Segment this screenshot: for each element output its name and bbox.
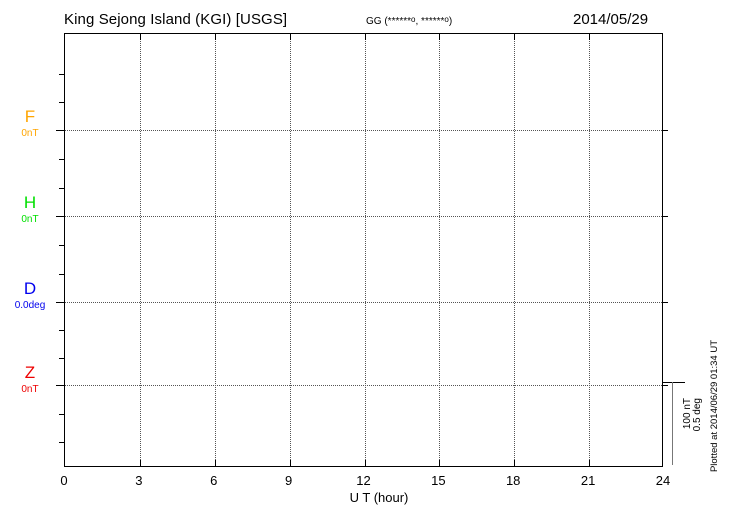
- baseline-gridline-f: [65, 130, 662, 131]
- x-tick-bottom: [439, 460, 441, 466]
- x-tick-bottom: [364, 460, 366, 466]
- geo-prefix: GG (: [366, 16, 388, 27]
- x-tick-bottom: [214, 460, 216, 466]
- component-value-d: 0.0deg: [14, 300, 46, 311]
- grid-layer: [65, 34, 662, 466]
- scale-bar-label-deg: 0.5 deg: [692, 398, 703, 432]
- x-tick-bottom: [139, 460, 141, 466]
- x-axis-label-9: 9: [284, 473, 293, 488]
- geo-suffix: ): [448, 16, 453, 27]
- baseline-gridline-z: [65, 385, 662, 386]
- geo-latitude-degree-symbol: o: [411, 15, 416, 24]
- geo-longitude-degree-symbol: o: [444, 15, 449, 24]
- vertical-gridline-12: [364, 34, 366, 466]
- y-tick-minor: [59, 330, 65, 331]
- component-value-z: 0nT: [21, 384, 39, 395]
- x-tick-bottom: [589, 460, 591, 466]
- geo-separator: ,: [415, 16, 422, 27]
- vertical-gridline-6: [214, 34, 216, 466]
- x-tick-top: [139, 34, 141, 40]
- plotted-at-timestamp: Plotted at 2014/06/29 01:34 UT: [709, 340, 720, 473]
- scale-bar-cap: [663, 382, 685, 383]
- scale-bar: [672, 382, 673, 465]
- vertical-gridline-9: [289, 34, 291, 466]
- x-axis-label-12: 12: [356, 473, 371, 488]
- vertical-gridline-18: [514, 34, 516, 466]
- x-tick-bottom: [289, 460, 291, 466]
- component-label-z: Z 0nT: [2, 364, 58, 395]
- vertical-gridline-3: [139, 34, 141, 466]
- y-tick-right-f: [662, 130, 668, 131]
- geographic-coordinates: GG (******o, ******o): [366, 15, 452, 27]
- x-tick-top: [589, 34, 591, 40]
- component-value-h: 0nT: [21, 214, 39, 225]
- x-axis-label-18: 18: [505, 473, 521, 488]
- y-tick-minor: [59, 274, 65, 275]
- component-letter-d: D: [23, 279, 37, 298]
- page-title: King Sejong Island (KGI) [USGS]: [64, 11, 288, 28]
- x-axis-label-6: 6: [210, 473, 218, 488]
- component-letter-f: F: [24, 107, 36, 126]
- x-axis-label-15: 15: [431, 473, 446, 488]
- y-tick-minor: [59, 159, 65, 160]
- x-tick-top: [439, 34, 441, 40]
- geo-latitude: ******: [387, 16, 412, 27]
- component-label-d: D 0.0deg: [2, 280, 58, 311]
- x-axis-label-0: 0: [60, 473, 68, 488]
- y-tick-minor: [59, 102, 65, 103]
- component-label-h: H 0nT: [2, 194, 58, 225]
- x-tick-top: [289, 34, 291, 40]
- y-tick-minor: [59, 442, 65, 443]
- y-tick-major-z: [56, 385, 65, 386]
- vertical-gridline-15: [439, 34, 441, 466]
- y-tick-minor: [59, 188, 65, 189]
- x-tick-top: [364, 34, 366, 40]
- x-tick-top: [214, 34, 216, 40]
- y-tick-minor: [59, 245, 65, 246]
- baseline-gridline-h: [65, 216, 662, 217]
- baseline-gridline-d: [65, 302, 662, 303]
- y-tick-right-z: [662, 385, 668, 386]
- x-tick-bottom: [514, 460, 516, 466]
- y-tick-major-f: [56, 130, 65, 131]
- plot-area: [56, 33, 668, 467]
- geo-longitude: ******: [421, 16, 445, 27]
- component-letter-z: Z: [24, 363, 36, 382]
- x-axis-label-3: 3: [135, 473, 143, 488]
- x-axis-title: U T (hour): [349, 490, 409, 505]
- component-value-f: 0nT: [21, 128, 39, 139]
- y-tick-major-h: [56, 216, 65, 217]
- x-tick-top: [514, 34, 516, 40]
- y-tick-minor: [59, 414, 65, 415]
- x-axis-label-21: 21: [580, 473, 596, 488]
- y-tick-right-h: [662, 216, 668, 217]
- y-tick-major-d: [56, 302, 65, 303]
- y-tick-right-d: [662, 302, 668, 303]
- y-tick-minor: [59, 74, 65, 75]
- observation-date: 2014/05/29: [573, 11, 649, 28]
- component-label-f: F 0nT: [2, 108, 58, 139]
- y-tick-minor: [59, 358, 65, 359]
- x-axis-label-24: 24: [655, 473, 671, 488]
- component-letter-h: H: [23, 193, 37, 212]
- vertical-gridline-21: [589, 34, 591, 466]
